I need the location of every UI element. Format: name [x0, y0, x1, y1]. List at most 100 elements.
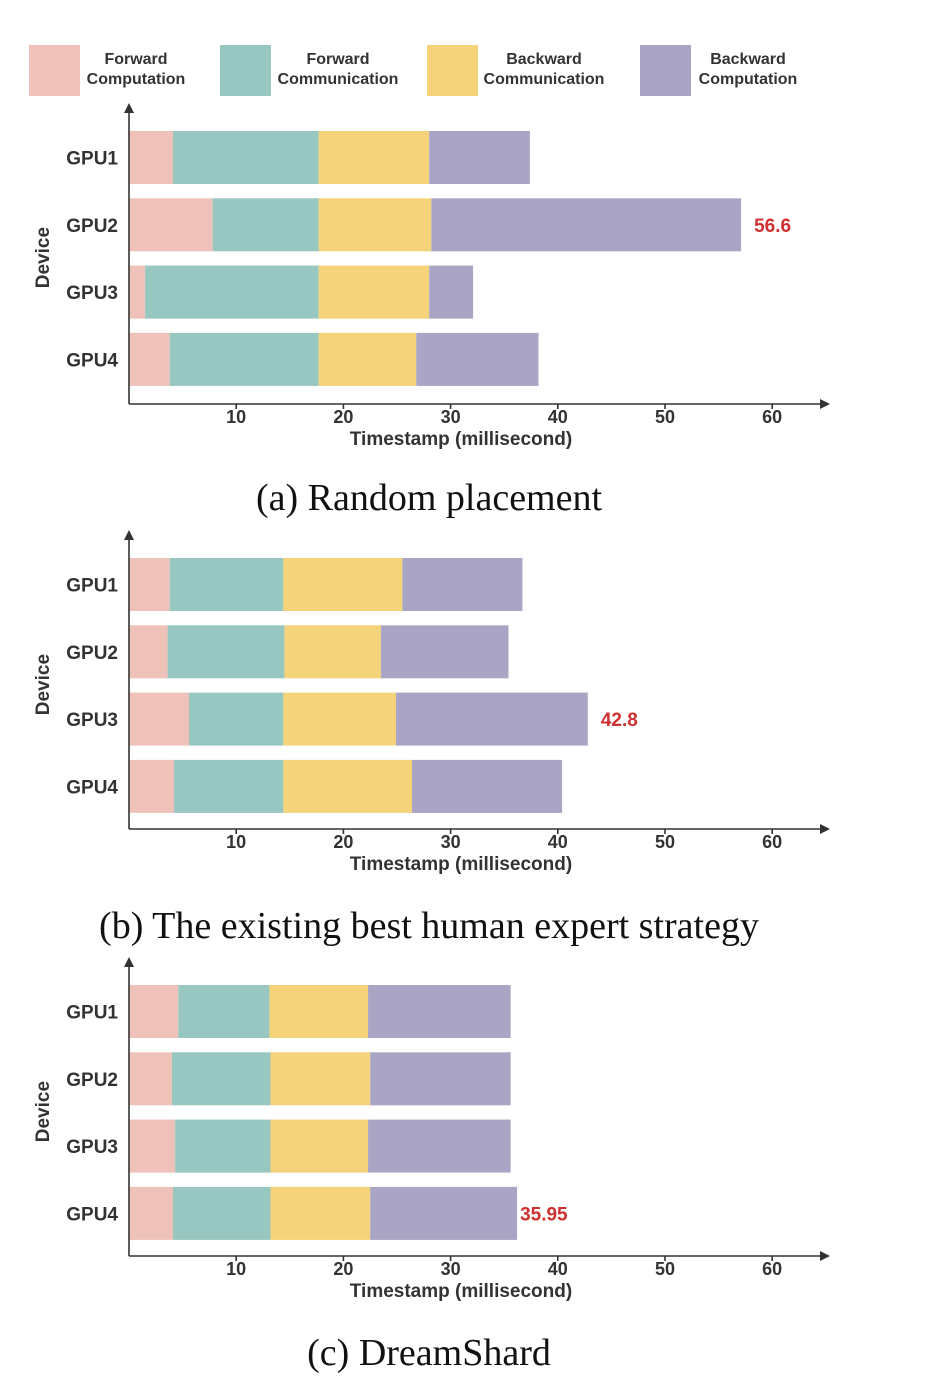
x-axis-arrow — [820, 1251, 830, 1261]
bar-segment — [412, 759, 563, 813]
bar-segment — [169, 332, 319, 386]
bar-segment — [178, 985, 270, 1038]
bar-segment — [129, 131, 173, 184]
bar-segment — [167, 625, 285, 679]
bar-segment — [212, 198, 319, 252]
category-label: GPU2 — [66, 1070, 118, 1091]
bar-segment — [318, 198, 432, 252]
x-tick-label: 40 — [548, 832, 568, 852]
bar-segment — [175, 1119, 271, 1173]
chart-panel: GPU1 GPU2 56.6 GPU3 GPU4 10 20 30 40 50 60 Timestam… — [33, 103, 830, 519]
bar-segment — [129, 985, 179, 1038]
category-label: GPU4 — [66, 350, 118, 371]
bar-segment — [129, 759, 175, 813]
bar-segment — [189, 692, 284, 746]
bar-segment — [129, 1052, 172, 1106]
legend: Forward Computation Forward Communication Ba… — [29, 45, 797, 96]
x-axis-arrow — [820, 399, 830, 409]
panel-caption: (a) Random placement — [256, 477, 603, 519]
x-tick-label: 40 — [548, 1259, 568, 1279]
bar-segment — [283, 692, 396, 746]
bar-segment — [416, 332, 539, 386]
category-label: GPU3 — [66, 283, 118, 304]
bar-segment — [129, 332, 170, 386]
x-tick-label: 20 — [333, 832, 353, 852]
bar-segment — [270, 1119, 369, 1173]
x-tick-label: 50 — [655, 832, 675, 852]
category-label: GPU3 — [66, 1137, 118, 1158]
legend-label-line: Communication — [278, 71, 399, 88]
legend-swatch — [427, 45, 478, 96]
legend-item: Backward Computation — [640, 45, 797, 96]
legend-label: Backward Computation — [699, 51, 798, 88]
bar-segment — [429, 131, 530, 184]
x-tick-label: 30 — [441, 1259, 461, 1279]
legend-label-line: Forward — [104, 51, 167, 68]
x-tick-label: 30 — [441, 832, 461, 852]
x-tick-label: 50 — [655, 1259, 675, 1279]
x-tick-label: 20 — [333, 1259, 353, 1279]
bar-segment — [368, 985, 511, 1038]
x-axis-title: Timestamp (millisecond) — [350, 429, 572, 450]
x-tick-label: 10 — [226, 407, 246, 427]
bar-segment — [395, 692, 588, 746]
x-tick-label: 50 — [655, 407, 675, 427]
total-annotation: 35.95 — [520, 1204, 568, 1225]
bar-segment — [129, 265, 146, 319]
legend-item: Backward Communication — [427, 45, 604, 96]
category-label: GPU1 — [66, 576, 118, 597]
bar-segment — [368, 1119, 511, 1173]
y-axis-title: Device — [33, 227, 54, 288]
legend-swatch — [29, 45, 80, 96]
bar-segment — [172, 1186, 271, 1240]
chart-panels: GPU1 GPU2 56.6 GPU3 GPU4 10 20 30 40 50 60 Timestam… — [33, 103, 830, 1374]
bar-segment — [370, 1186, 518, 1240]
bar-segment — [283, 558, 403, 611]
bar-segment — [429, 265, 474, 319]
bar-segment — [402, 558, 523, 611]
bar-segment — [370, 1052, 511, 1106]
panel-caption: (c) DreamShard — [307, 1332, 551, 1374]
chart-panel: GPU1 GPU2 GPU3 GPU4 35.95 10 20 30 40 50 60 Timesta… — [33, 957, 830, 1374]
bar-segment — [270, 1186, 371, 1240]
legend-label-line: Communication — [484, 71, 605, 88]
x-tick-label: 40 — [548, 407, 568, 427]
legend-label-line: Computation — [87, 71, 186, 88]
x-tick-label: 60 — [762, 407, 782, 427]
bar-segment — [129, 558, 170, 611]
bar-segment — [129, 1119, 176, 1173]
x-axis-arrow — [820, 824, 830, 834]
bar-segment — [269, 985, 369, 1038]
bar-segment — [318, 332, 417, 386]
y-axis-arrow — [124, 530, 134, 540]
bar-segment — [129, 625, 168, 679]
bar-segment — [171, 1052, 271, 1106]
bar-segment — [129, 198, 213, 252]
x-axis-title: Timestamp (millisecond) — [350, 854, 572, 875]
total-annotation: 56.6 — [754, 216, 791, 237]
x-tick-label: 10 — [226, 1259, 246, 1279]
y-axis-title: Device — [33, 654, 54, 715]
category-label: GPU4 — [66, 1204, 118, 1225]
legend-label-line: Computation — [699, 71, 798, 88]
y-axis-arrow — [124, 103, 134, 113]
category-label: GPU3 — [66, 710, 118, 731]
chart-panel: GPU1 GPU2 GPU3 42.8 GPU4 10 20 30 40 50 60 Timestam… — [33, 530, 830, 947]
bar-segment — [284, 625, 381, 679]
category-label: GPU4 — [66, 777, 118, 798]
bar-segment — [129, 692, 190, 746]
bar-segment — [380, 625, 509, 679]
bar-segment — [270, 1052, 371, 1106]
legend-label: Forward Communication — [278, 51, 399, 88]
legend-label-line: Backward — [710, 51, 786, 68]
bar-segment — [169, 558, 284, 611]
category-label: GPU1 — [66, 149, 118, 170]
legend-label: Backward Communication — [484, 51, 605, 88]
total-annotation: 42.8 — [601, 710, 638, 731]
legend-item: Forward Communication — [220, 45, 398, 96]
legend-swatch — [640, 45, 691, 96]
legend-swatch — [220, 45, 271, 96]
bar-segment — [318, 131, 430, 184]
bar-segment — [172, 131, 319, 184]
